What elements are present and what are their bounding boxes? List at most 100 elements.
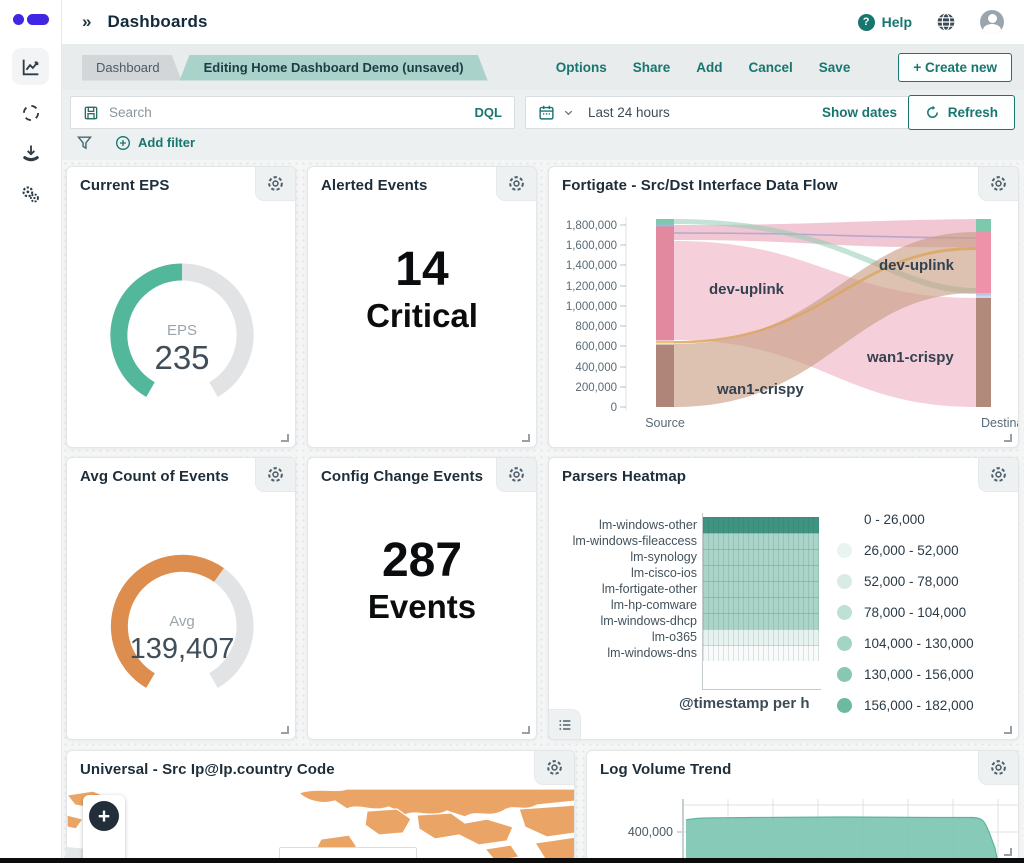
heatmap-row[interactable] <box>703 581 819 597</box>
heatmap-row[interactable] <box>703 645 819 661</box>
panel-settings-button[interactable] <box>255 458 295 492</box>
gears-icon <box>22 186 39 203</box>
tab-editing-dashboard[interactable]: Editing Home Dashboard Demo (unsaved) <box>180 55 488 81</box>
heatmap-row[interactable] <box>703 597 819 613</box>
search-box[interactable]: DQL <box>70 96 515 129</box>
metric-value: 14 <box>395 243 449 296</box>
legend-dot <box>837 542 852 558</box>
panel-config-change: Config Change Events 287 Events <box>307 457 537 740</box>
gauge-value: 139,407 <box>130 633 235 665</box>
heatmap-row-label: lm-windows-fileaccess <box>572 534 697 548</box>
show-dates-button[interactable]: Show dates <box>821 105 897 120</box>
legend-dot <box>837 666 852 682</box>
sankey-label-dest-wan1-crispy: wan1-crispy <box>866 349 954 366</box>
dashboard-canvas: Current EPS EPS 235 Alerted Events 14 Cr… <box>62 160 1024 862</box>
window-bottom-edge <box>0 858 1024 863</box>
panel-settings-button[interactable] <box>255 167 295 201</box>
save-query-icon[interactable] <box>83 105 99 121</box>
heatmap-row-label: lm-hp-comware <box>610 598 697 612</box>
resize-handle[interactable] <box>281 726 289 734</box>
panel-current-eps: Current EPS EPS 235 <box>66 166 296 448</box>
resize-handle[interactable] <box>522 726 530 734</box>
logo-pill <box>27 14 49 25</box>
globe-icon[interactable] <box>936 12 956 32</box>
time-range-value: Last 24 hours <box>588 105 670 120</box>
legend-dot <box>837 604 852 620</box>
map-zoom-control[interactable]: + <box>83 795 125 861</box>
share-button[interactable]: Share <box>632 60 671 75</box>
heatmap-row[interactable] <box>703 565 819 581</box>
resize-handle[interactable] <box>1004 848 1012 856</box>
heatmap-row-label: lm-synology <box>630 550 697 564</box>
eps-gauge: EPS 235 <box>110 263 254 397</box>
heatmap-legend: 0 - 26,000 26,000 - 52,000 52,000 - 78,0… <box>837 510 974 714</box>
panel-fortigate-sankey: Fortigate - Src/Dst Interface Data Flow … <box>548 166 1019 448</box>
legend-dot <box>837 635 852 651</box>
sidebar-item-sync[interactable] <box>12 94 49 131</box>
svg-text:1,200,000: 1,200,000 <box>566 281 617 293</box>
zoom-in-icon[interactable]: + <box>89 801 119 831</box>
download-icon <box>22 145 39 161</box>
save-button[interactable]: Save <box>818 60 851 75</box>
logo-dot <box>13 14 24 25</box>
panel-settings-button[interactable] <box>978 167 1018 201</box>
panel-title: Config Change Events <box>321 468 484 485</box>
sankey-chart: 1,800,000 1,600,000 1,400,000 1,200,000 … <box>566 217 1018 430</box>
filter-funnel-icon[interactable] <box>76 134 93 151</box>
refresh-button[interactable]: Refresh <box>907 95 1015 130</box>
resize-handle[interactable] <box>1004 726 1012 734</box>
metric-unit: Events <box>367 588 477 626</box>
panel-title: Log Volume Trend <box>600 761 732 778</box>
add-button[interactable]: Add <box>696 60 723 75</box>
resize-handle[interactable] <box>1004 434 1012 442</box>
panel-settings-button[interactable] <box>496 167 536 201</box>
panel-settings-button[interactable] <box>496 458 536 492</box>
svg-text:1,600,000: 1,600,000 <box>566 240 617 252</box>
sidebar-item-dashboards[interactable] <box>12 48 49 85</box>
create-new-button[interactable]: + Create new <box>898 53 1012 82</box>
help-button[interactable]: ? Help <box>857 13 912 31</box>
panel-title: Universal - Src Ip@Ip.country Code <box>80 761 335 778</box>
panel-settings-button[interactable] <box>978 458 1018 492</box>
area-chart: 400,000 <box>628 799 1018 861</box>
avg-gauge: Avg 139,407 <box>110 554 254 688</box>
heatmap-row[interactable] <box>703 549 819 565</box>
panel-settings-button[interactable] <box>978 751 1018 785</box>
user-avatar[interactable] <box>980 10 1004 34</box>
search-input[interactable] <box>109 105 465 120</box>
heatmap-row-label: lm-o365 <box>651 630 697 644</box>
tab-dashboard[interactable]: Dashboard <box>82 55 182 81</box>
heatmap-row-label: lm-windows-dhcp <box>600 614 697 628</box>
time-range-picker[interactable]: Last 24 hours Show dates <box>525 96 910 129</box>
panel-title: Avg Count of Events <box>80 468 229 485</box>
sidebar-item-settings[interactable] <box>12 176 49 213</box>
add-filter-button[interactable]: Add filter <box>115 135 195 151</box>
heatmap-row[interactable] <box>703 613 819 629</box>
app-logo[interactable] <box>13 14 49 25</box>
panel-settings-button[interactable] <box>534 751 574 785</box>
heatmap-row[interactable] <box>703 517 819 533</box>
page-title: Dashboards <box>107 12 208 31</box>
svg-text:400,000: 400,000 <box>575 362 617 374</box>
resize-handle[interactable] <box>281 434 289 442</box>
cancel-button[interactable]: Cancel <box>748 60 793 75</box>
svg-text:1,800,000: 1,800,000 <box>566 220 617 232</box>
calendar-icon[interactable] <box>538 104 555 121</box>
collapse-chevrons-icon[interactable]: » <box>82 12 92 31</box>
sidebar-item-collectors[interactable] <box>12 134 49 171</box>
panel-avg-count: Avg Count of Events Avg 139,407 <box>66 457 296 740</box>
sankey-label-source-dev-uplink: dev-uplink <box>709 281 785 298</box>
heatmap-row[interactable] <box>703 533 819 549</box>
dql-label[interactable]: DQL <box>474 105 502 120</box>
resize-handle[interactable] <box>522 434 530 442</box>
legend-list-button[interactable] <box>549 709 581 739</box>
svg-text:200,000: 200,000 <box>575 382 617 394</box>
panel-title: Parsers Heatmap <box>562 468 687 485</box>
sankey-label-source-wan1-crispy: wan1-crispy <box>716 381 804 398</box>
svg-text:0: 0 <box>611 402 617 414</box>
heatmap-row[interactable] <box>703 629 819 645</box>
sankey-label-dest-dev-uplink: dev-uplink <box>879 257 955 274</box>
svg-text:800,000: 800,000 <box>575 321 617 333</box>
heatmap-row-label: lm-cisco-ios <box>631 566 697 580</box>
options-button[interactable]: Options <box>555 60 607 75</box>
